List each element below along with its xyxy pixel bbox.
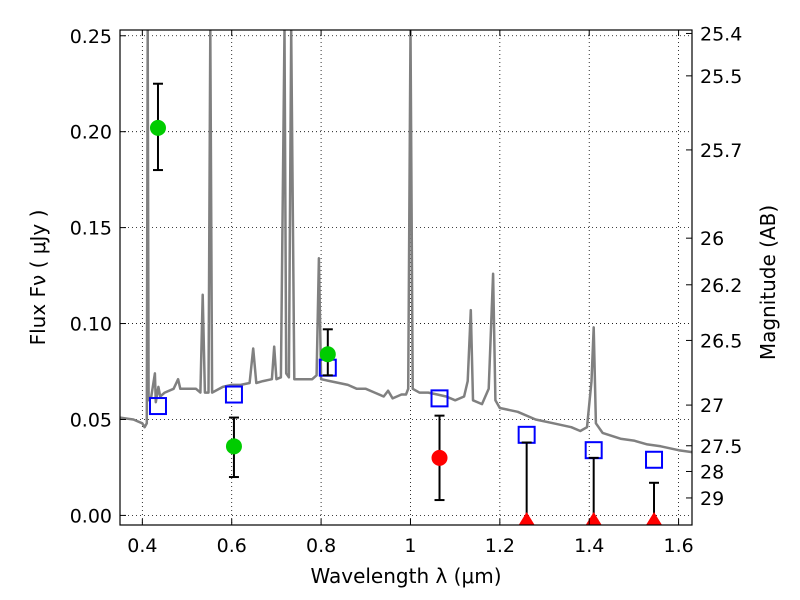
red-detection-point <box>431 449 448 466</box>
y-tick-label: 0.20 <box>70 122 112 144</box>
mag-tick-label: 26 <box>700 228 724 250</box>
y-tick-label: 0.25 <box>70 26 112 48</box>
upper-limit-triangle <box>585 512 602 525</box>
model-photometry-layer <box>148 358 664 469</box>
mag-tick-label: 25.4 <box>700 23 742 45</box>
model-photometry-point <box>517 425 536 444</box>
x-tick-label: 0.8 <box>306 535 336 557</box>
mag-tick-label: 28 <box>700 461 724 483</box>
model-photometry-point <box>224 385 243 404</box>
x-tick-label: 1 <box>404 535 416 557</box>
model-photometry-point <box>148 397 167 416</box>
y-tick-label: 0.05 <box>70 409 112 431</box>
mag-tick-label: 27 <box>700 395 724 417</box>
mag-tick-label: 25.5 <box>700 66 742 88</box>
y-tick-label: 0.10 <box>70 314 112 336</box>
right-axis-label: Magnitude (AB) <box>756 205 780 360</box>
green-detection-point <box>225 438 242 455</box>
green-detection-point <box>149 119 166 136</box>
y-tick-label: 0.15 <box>70 218 112 240</box>
x-tick-label: 1.2 <box>485 535 515 557</box>
upper-limit-triangle <box>646 512 663 525</box>
x-tick-label: 0.6 <box>217 535 247 557</box>
model-photometry-point <box>430 389 449 408</box>
model-spectrum-layer <box>120 30 692 454</box>
y-axis-label: Flux Fν ( μJy ) <box>26 210 50 346</box>
mag-tick-label: 25.7 <box>700 140 742 162</box>
x-axis-label: Wavelength λ (μm) <box>310 564 501 588</box>
mag-tick-label: 26.5 <box>700 330 742 352</box>
x-tick-label: 1.4 <box>574 535 604 557</box>
mag-tick-label: 26.2 <box>700 275 742 297</box>
y-tick-label: 0.00 <box>70 505 112 527</box>
observed-photometry-layer <box>149 82 663 525</box>
model-photometry-point <box>645 450 664 469</box>
model-photometry-point <box>584 441 603 460</box>
grid-lines <box>120 30 692 525</box>
upper-limit-triangle <box>518 512 535 525</box>
x-tick-label: 0.4 <box>127 535 157 557</box>
axis-ticks: 0.4 0.6 0.8 1 1.2 1.4 1.6 0.00 0.05 0.10 0.15 0.20 0… <box>70 23 743 557</box>
green-detection-point <box>319 346 336 363</box>
x-tick-label: 1.6 <box>663 535 693 557</box>
mag-tick-label: 29 <box>700 488 724 510</box>
plot-frame <box>119 29 693 526</box>
mag-tick-label: 27.5 <box>700 436 742 458</box>
model-spectrum-line <box>120 30 692 454</box>
